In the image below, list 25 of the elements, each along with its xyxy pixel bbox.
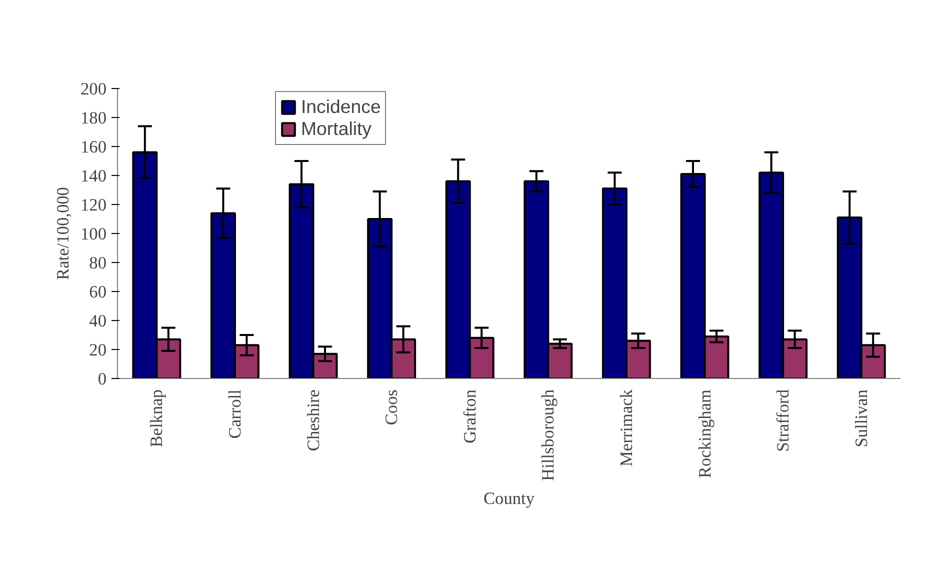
y-tick-label: 140 xyxy=(80,166,107,186)
y-tick-label: 160 xyxy=(80,138,107,156)
legend-label: Mortality xyxy=(301,118,372,140)
y-tick-label: 60 xyxy=(89,282,106,302)
x-tick-label: Rockingham xyxy=(695,388,714,478)
x-tick-label: Grafton xyxy=(460,389,480,444)
y-tick-label: 100 xyxy=(80,224,107,244)
y-tick-label: 0 xyxy=(98,370,107,388)
x-axis-title: County xyxy=(483,488,535,508)
y-tick-label: 180 xyxy=(80,108,107,128)
x-tick-label: Merrimack xyxy=(616,389,636,466)
y-tick-label: 80 xyxy=(89,254,106,272)
legend-label: Incidence xyxy=(301,96,381,118)
x-tick-label: Carroll xyxy=(225,389,244,439)
y-tick-label: 40 xyxy=(89,312,106,330)
x-tick-label: Coos xyxy=(382,389,402,426)
x-tick-label: Strafford xyxy=(774,389,793,452)
x-tick-label: Belknap xyxy=(147,389,166,448)
y-tick-label: 120 xyxy=(80,196,107,214)
x-tick-label: Sullivan xyxy=(852,389,871,448)
x-tick-label: Hillsborough xyxy=(538,389,558,481)
y-tick-label: 200 xyxy=(80,80,107,98)
y-tick-label: 20 xyxy=(89,340,106,360)
y-axis-title: Rate/100,000 xyxy=(54,187,73,280)
x-tick-label: Cheshire xyxy=(304,389,323,452)
